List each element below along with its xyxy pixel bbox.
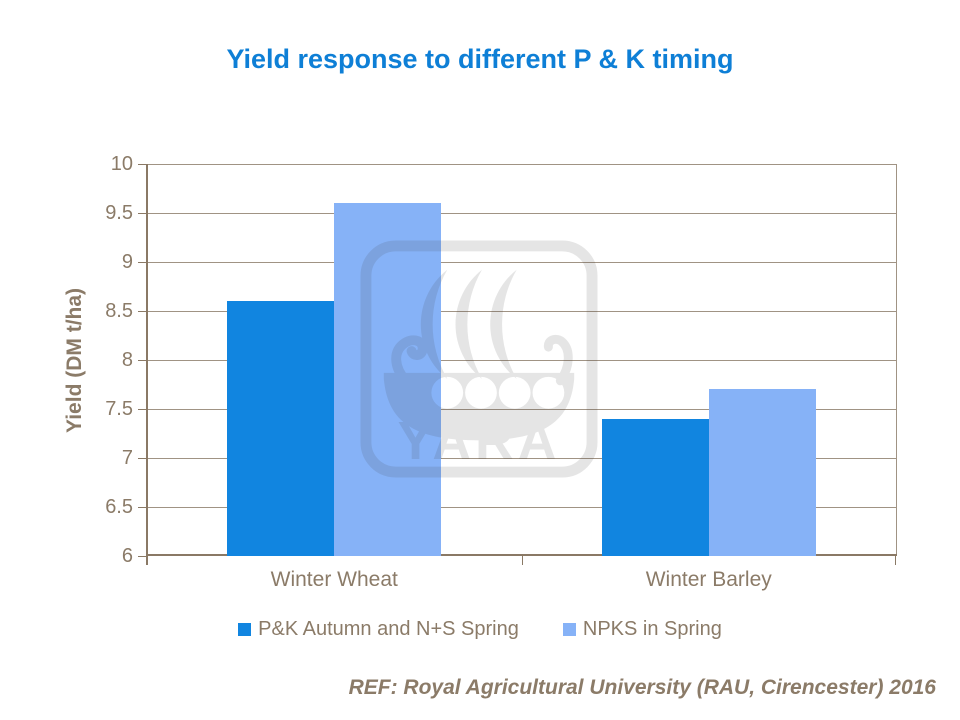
- y-tick-label: 8.5: [105, 300, 133, 322]
- legend: P&K Autumn and N+S Spring NPKS in Spring: [0, 618, 960, 641]
- legend-item: NPKS in Spring: [562, 618, 722, 641]
- x-tick: [521, 556, 523, 565]
- x-tick: [147, 556, 148, 565]
- gridline: [147, 359, 896, 361]
- x-axis-line: [146, 554, 897, 556]
- gridline: [147, 457, 896, 459]
- y-tick-label: 9: [121, 251, 133, 273]
- legend-item: P&K Autumn and N+S Spring: [238, 618, 519, 641]
- y-tick: [138, 163, 147, 165]
- category-label: Winter Wheat: [270, 568, 398, 591]
- plot-right-border: [896, 164, 897, 556]
- y-axis-line: [146, 164, 148, 565]
- y-tick-label: 7.5: [105, 398, 133, 420]
- legend-label: NPKS in Spring: [582, 618, 722, 640]
- y-tick-label: 7: [121, 447, 133, 469]
- y-tick: [138, 310, 147, 312]
- gridline: [147, 310, 896, 312]
- y-tick-label: 9.5: [105, 202, 133, 224]
- reference-text: REF: Royal Agricultural University (RAU,…: [348, 676, 936, 699]
- bar-series1-winter-wheat: [227, 301, 335, 556]
- y-tick: [138, 261, 147, 263]
- category-label: Winter Barley: [645, 568, 772, 591]
- y-tick-label: 6: [121, 545, 133, 567]
- y-tick-label: 8: [121, 349, 133, 371]
- y-tick: [138, 408, 147, 410]
- gridline: [147, 506, 896, 508]
- chart-title: Yield response to different P & K timing: [226, 44, 734, 74]
- legend-marker: [562, 623, 576, 636]
- y-tick: [138, 212, 147, 214]
- plot-area: 6 6.5 7 7.5 8 8.5 9 9.5 10 Winter Wheat Winter Bar…: [105, 153, 897, 591]
- y-tick: [138, 506, 147, 508]
- gridline: [147, 163, 896, 165]
- x-tick: [895, 556, 896, 565]
- gridline: [147, 408, 896, 410]
- y-tick-label: 6.5: [105, 496, 133, 518]
- bar-series2-winter-wheat: [334, 203, 442, 556]
- gridline: [147, 261, 896, 263]
- legend-label: P&K Autumn and N+S Spring: [258, 618, 519, 640]
- y-tick-label: 10: [110, 153, 133, 175]
- bar-series1-winter-barley: [601, 418, 709, 556]
- y-tick: [138, 457, 147, 459]
- bar-series2-winter-barley: [708, 389, 816, 556]
- y-tick: [138, 555, 147, 557]
- legend-marker: [238, 623, 252, 636]
- y-tick: [138, 359, 147, 361]
- gridline: [147, 212, 896, 214]
